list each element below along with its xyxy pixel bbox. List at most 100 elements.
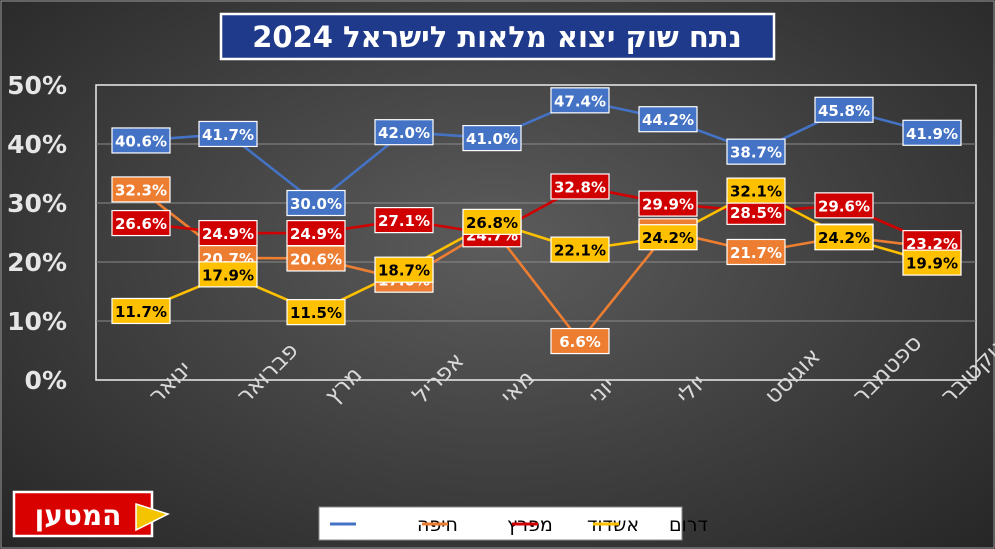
y-tick-label: 30% xyxy=(7,189,67,218)
y-tick-label: 20% xyxy=(7,248,67,277)
data-label-box xyxy=(374,256,434,283)
data-label-text: 26.8% xyxy=(466,214,518,232)
x-tick-label: אוגוסט xyxy=(760,343,826,409)
data-label-text: 38.7% xyxy=(730,144,782,162)
data-label: 24.9% xyxy=(286,219,346,247)
y-tick-label: 10% xyxy=(7,307,67,336)
data-label: 32.3% xyxy=(111,176,171,203)
data-label-text: 27.1% xyxy=(378,212,430,230)
y-tick-label: 50% xyxy=(7,71,67,100)
data-label-text: 42.0% xyxy=(378,124,430,142)
data-label: 45.8% xyxy=(814,96,874,123)
x-tick-label: יולי xyxy=(672,370,711,409)
data-label: 29.6% xyxy=(814,192,874,219)
data-label-text: 26.6% xyxy=(115,215,167,233)
legend-label: דרום xyxy=(669,514,708,536)
data-label-box xyxy=(550,236,610,263)
data-label-box xyxy=(286,219,346,247)
data-label-box xyxy=(198,261,258,288)
data-label-box xyxy=(638,106,698,133)
data-label: 41.7% xyxy=(198,120,258,148)
data-label: 38.7% xyxy=(726,138,786,165)
data-label-text: 29.6% xyxy=(818,197,870,215)
chart-title-box: נתח שוק יצוא מלאות לישראל 2024 xyxy=(219,12,776,61)
data-label-box xyxy=(286,245,346,272)
data-label-box xyxy=(198,219,258,247)
data-labels: 40.6% 41.7% 30.0% 42.0% 41.0% 47.4% 44.2% 38.7%… xyxy=(111,87,962,355)
data-label-text: 32.1% xyxy=(730,183,782,201)
data-label-box xyxy=(726,177,786,204)
chart-title: נתח שוק יצוא מלאות לישראל 2024 xyxy=(252,20,742,54)
data-label-text: 11.7% xyxy=(115,303,167,321)
x-tick-label: יוני xyxy=(584,373,621,410)
data-label-box xyxy=(111,209,171,237)
data-label-text: 41.0% xyxy=(466,130,518,148)
logo: המטען xyxy=(12,490,170,538)
data-label: 6.6% xyxy=(550,327,610,355)
data-label-text: 21.7% xyxy=(730,244,782,262)
data-label: 20.6% xyxy=(286,245,346,272)
data-label-box xyxy=(374,119,434,146)
y-axis: 0% 10% 20% 30% 40% 50% xyxy=(7,71,67,395)
data-label-box xyxy=(550,87,610,114)
data-label-text: 24.9% xyxy=(202,225,254,243)
data-label-text: 24.2% xyxy=(818,229,870,247)
legend-item: דרום xyxy=(593,514,708,536)
data-label: 47.4% xyxy=(550,87,610,114)
data-label-box xyxy=(374,207,434,234)
data-label-text: 6.6% xyxy=(559,333,601,351)
data-label: 41.0% xyxy=(462,124,522,152)
data-label: 32.8% xyxy=(550,173,610,200)
data-label-text: 19.9% xyxy=(906,255,958,273)
data-label-box xyxy=(902,249,962,276)
data-label-box xyxy=(550,173,610,200)
data-label: 21.7% xyxy=(726,238,786,266)
series-line xyxy=(139,185,933,245)
data-label: 17.9% xyxy=(198,261,258,288)
data-label-text: 41.7% xyxy=(202,126,254,144)
x-tick-label: מרץ xyxy=(320,362,367,409)
data-label: 26.8% xyxy=(462,208,522,235)
data-label-box xyxy=(550,327,610,355)
series-line xyxy=(139,189,933,314)
series-line xyxy=(139,99,933,205)
data-label-text: 18.7% xyxy=(378,262,430,280)
data-label-box xyxy=(814,96,874,123)
data-label-text: 40.6% xyxy=(115,132,167,150)
data-label-text: 11.5% xyxy=(290,304,342,322)
data-label-text: 41.9% xyxy=(906,125,958,143)
y-tick-label: 0% xyxy=(25,366,67,395)
data-label-text: 30.0% xyxy=(290,195,342,213)
data-label-box xyxy=(726,238,786,266)
data-label: 41.9% xyxy=(902,119,962,146)
data-label-text: 24.9% xyxy=(290,225,342,243)
data-label: 27.1% xyxy=(374,207,434,234)
data-label-box xyxy=(111,176,171,203)
data-label-box xyxy=(462,124,522,152)
data-label-box xyxy=(726,138,786,165)
data-label-text: 32.3% xyxy=(115,181,167,199)
data-label-box xyxy=(286,299,346,326)
x-tick-label: ספטמבר xyxy=(848,330,927,409)
logo-text: המטען xyxy=(35,499,122,532)
data-label: 42.0% xyxy=(374,119,434,146)
data-label-box xyxy=(814,224,874,251)
data-label: 22.1% xyxy=(550,236,610,263)
data-label-text: 44.2% xyxy=(642,111,694,129)
data-label: 18.7% xyxy=(374,256,434,283)
x-tick-label: אוקטובר xyxy=(936,330,995,409)
x-tick-label: פברואר xyxy=(232,338,304,410)
logo-arrow-icon xyxy=(135,502,170,532)
series-line xyxy=(139,188,933,343)
x-tick-label: ינואר xyxy=(144,356,197,409)
data-label-text: 20.6% xyxy=(290,250,342,268)
data-label-box xyxy=(198,120,258,148)
data-label-box xyxy=(111,297,171,325)
data-label: 24.9% xyxy=(198,219,258,247)
y-tick-label: 40% xyxy=(7,130,67,159)
data-label-text: 17.9% xyxy=(202,266,254,284)
data-label: 19.9% xyxy=(902,249,962,276)
data-label: 11.7% xyxy=(111,297,171,325)
x-tick-label: אפריל xyxy=(408,348,469,409)
